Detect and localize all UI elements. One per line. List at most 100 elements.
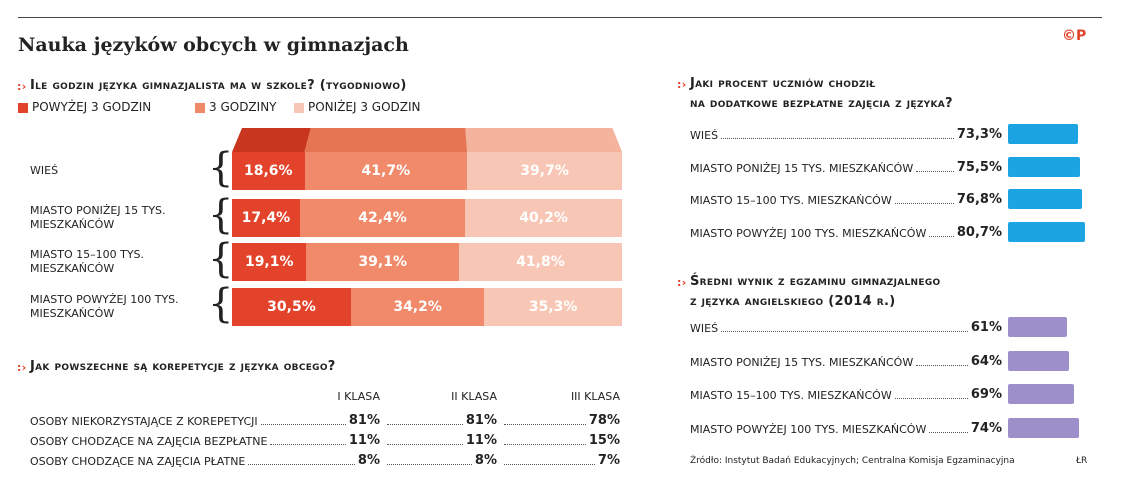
bar-row: MIASTO POWYŻEJ 100 TYS. MIESZKAŃCÓW 80,7%	[690, 225, 1002, 240]
column-header: II KLASA	[451, 390, 497, 403]
bar: 30,5%	[232, 288, 351, 326]
bar	[1008, 124, 1079, 144]
chart-title: Jak powszechne są korepetycje z języka o…	[30, 359, 336, 374]
chart-title: Jaki procent uczniów chodził	[690, 76, 876, 91]
bar: 41,8%	[458, 243, 622, 281]
bevel	[232, 128, 622, 152]
bar: 17,4%	[232, 199, 300, 237]
category-label: MIASTO POWYŻEJ 100 TYS. MIESZKAŃCÓW	[690, 423, 927, 437]
table-cell: 81%	[348, 413, 380, 428]
bar: 34,2%	[350, 288, 485, 326]
table-cell: 11%	[348, 433, 380, 448]
bar: 35,3%	[484, 288, 622, 326]
bar-row: MIASTO PONIŻEJ 15 TYS. MIESZKAŃCÓW 64%	[690, 354, 1002, 369]
legend-label: POWYŻEJ 3 GODZIN	[32, 100, 152, 114]
heading-line: :› Jaki procent uczniów chodził	[677, 76, 876, 91]
heading-line: :› Jak powszechne są korepetycje z języka…	[17, 359, 336, 374]
category-label: MIASTO POWYŻEJ 100 TYS. MIESZKAŃCÓW	[30, 293, 179, 320]
leader	[721, 331, 968, 332]
legend-swatch	[18, 103, 28, 113]
table-row: 8%	[384, 453, 497, 468]
category-label: WIEŚ	[30, 164, 59, 177]
leader	[260, 424, 346, 425]
table-row: OSOBY CHODZĄCE NA ZAJĘCIA PŁATNE 8%	[30, 453, 380, 468]
brace: {	[208, 145, 234, 191]
value-label: 18,6%	[243, 163, 293, 179]
category-label: MIASTO PONIŻEJ 15 TYS. MIESZKAŃCÓW	[690, 355, 914, 369]
table-cell: 78%	[588, 413, 620, 428]
leader	[721, 138, 954, 139]
bevel-face	[465, 128, 622, 152]
leader	[504, 444, 586, 445]
category-label: MIASTO 15–100 TYS. MIESZKAŃCÓW	[690, 194, 892, 208]
logo: ©P	[1062, 28, 1087, 44]
value-label: 41,8%	[516, 254, 565, 270]
column-header: III KLASA	[570, 390, 620, 403]
value-label: 69%	[970, 387, 1002, 403]
value-label: 64%	[970, 353, 1002, 369]
bar: 41,7%	[304, 152, 468, 190]
column-header: I KLASA	[337, 390, 380, 403]
leader	[270, 444, 346, 445]
value-label: 17,4%	[241, 210, 291, 226]
bar	[1008, 317, 1067, 337]
value-label: 41,7%	[361, 163, 411, 179]
heading-marker: :›	[677, 276, 687, 289]
table-cell: 7%	[597, 453, 620, 468]
table-cell: 8%	[474, 453, 497, 468]
page-title: Nauka języków obcych w gimnazjach	[18, 34, 409, 56]
bar-row: MIASTO 15–100 TYS. MIESZKAŃCÓW 69%	[690, 387, 1002, 402]
bar	[1008, 189, 1082, 210]
leader	[387, 464, 472, 465]
value-label: 34,2%	[393, 299, 442, 315]
leader	[387, 424, 463, 425]
category-label: MIASTO POWYŻEJ 100 TYS. MIESZKAŃCÓW	[690, 227, 927, 241]
bar	[1008, 418, 1080, 439]
table-row: 15%	[501, 433, 620, 448]
value-label: 40,2%	[519, 210, 568, 226]
value-label: 30,5%	[267, 299, 316, 315]
leader	[894, 398, 968, 400]
value-label: 75,5%	[956, 159, 1002, 175]
category-label: MIASTO 15–100 TYS. MIESZKAŃCÓW	[30, 248, 145, 275]
value-label: 61%	[970, 320, 1002, 335]
legend-swatch	[294, 103, 304, 113]
heading-line: :› Średni wynik z egzaminu gimnazjalnego	[677, 274, 940, 289]
category-label: MIASTO PONIŻEJ 15 TYS. MIESZKAŃCÓW	[690, 161, 914, 175]
bar-row: WIEŚ 73,3%	[690, 127, 1002, 142]
table-row: 81%	[384, 413, 497, 428]
bar: 39,7%	[467, 152, 622, 190]
leader	[387, 444, 463, 445]
bar: 39,1%	[306, 243, 459, 281]
leader	[248, 464, 355, 465]
source: Źródło: Instytut Badań Edukacyjnych; Cen…	[690, 456, 1015, 466]
leader	[916, 364, 968, 366]
brace: {	[208, 192, 234, 238]
legend-label: 3 GODZINY	[209, 100, 277, 114]
table-cell: 11%	[465, 433, 497, 448]
leader	[504, 464, 595, 465]
value-label: 39,7%	[520, 163, 569, 179]
author: ŁR	[1076, 456, 1088, 466]
value-label: 80,7%	[956, 225, 1002, 241]
category-label: WIEŚ	[690, 322, 719, 335]
leader	[894, 203, 954, 205]
bevel-face	[232, 128, 311, 152]
category-label: MIASTO PONIŻEJ 15 TYS. MIESZKAŃCÓW	[30, 204, 166, 231]
value-label: 74%	[970, 421, 1002, 437]
bar-row: MIASTO POWYŻEJ 100 TYS. MIESZKAŃCÓW 74%	[690, 421, 1002, 436]
heading-marker: :›	[677, 78, 687, 91]
legend-swatch	[195, 103, 205, 113]
value-label: 39,1%	[358, 254, 408, 270]
table-row: OSOBY CHODZĄCE NA ZAJĘCIA BEZPŁATNE 11%	[30, 433, 380, 448]
table-row: 11%	[384, 433, 497, 448]
value-label: 19,1%	[244, 254, 294, 270]
leader	[916, 170, 954, 172]
table-row: 78%	[501, 413, 620, 428]
bar-row: MIASTO PONIŻEJ 15 TYS. MIESZKAŃCÓW 75,5%	[690, 160, 1002, 175]
leader	[929, 236, 954, 238]
table-cell: 15%	[588, 433, 620, 448]
bar-row: MIASTO 15–100 TYS. MIESZKAŃCÓW 76,8%	[690, 192, 1002, 207]
chart-title: Ile godzin języka gimnazjalista ma w szk…	[30, 78, 407, 93]
